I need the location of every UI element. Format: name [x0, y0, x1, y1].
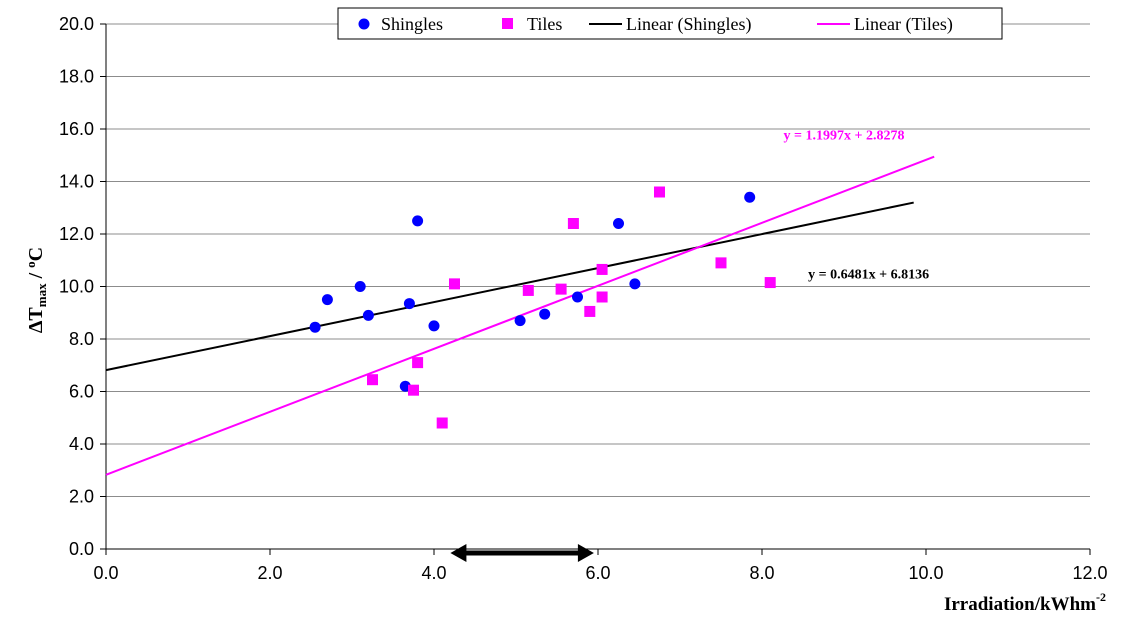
data-point-shingles: [354, 281, 366, 292]
x-tick-label: 12.0: [1072, 563, 1107, 583]
legend-shingles-label: Shingles: [381, 14, 443, 34]
legend-linear-shingles-label: Linear (Shingles): [626, 14, 751, 35]
data-point-tiles: [596, 263, 608, 275]
y-axis-title-sub: max: [34, 283, 49, 307]
data-point-shingles: [613, 218, 624, 229]
y-axis-title-unit: C: [25, 247, 47, 261]
x-axis-title-sup: -2: [1096, 590, 1106, 604]
trendline-equation-shingles: y = 0.6481x + 6.8136: [808, 268, 929, 283]
y-tick-label: 0.0: [69, 539, 94, 559]
y-tick-labels: 0.0 2.0 4.0 6.0 8.0 10.0 12.0 14.0 16.0 18.0 20.0: [59, 14, 94, 559]
data-point-tiles: [412, 357, 424, 369]
x-axis-title-main: Irradiation/kWhm: [944, 594, 1096, 615]
data-point-tiles: [596, 291, 608, 303]
data-point-shingles: [744, 191, 756, 203]
data-point-tiles: [654, 186, 665, 198]
legend-box: [337, 7, 1003, 40]
range-arrow-right-head: [577, 544, 594, 562]
data-point-tiles: [764, 277, 776, 289]
svg-text:ΔTmax / oC: ΔTmax / oC: [23, 247, 49, 333]
data-point-shingles: [428, 320, 440, 332]
data-point-shingles: [629, 278, 641, 290]
y-axis-title-degree: o: [23, 261, 38, 268]
x-axis-title: Irradiation/kWhm-2: [944, 590, 1106, 615]
data-point-tiles: [408, 384, 419, 396]
legend-shingles-marker: [358, 18, 370, 30]
data-point-tiles: [584, 305, 596, 317]
trendline-equations: y = 0.6481x + 6.8136 y = 1.1997x + 2.8278: [784, 129, 930, 283]
data-point-tiles: [555, 283, 567, 295]
y-tick-label: 8.0: [69, 329, 94, 349]
x-tick-label: 10.0: [908, 563, 943, 583]
range-arrow-left-head: [450, 544, 467, 562]
data-point-tiles: [436, 417, 448, 429]
data-point-shingles: [362, 309, 374, 321]
trendline-equation-tiles: y = 1.1997x + 2.8278: [784, 129, 905, 144]
y-tick-label: 2.0: [69, 487, 94, 507]
legend-tiles-marker: [502, 18, 513, 29]
legend-tiles-label: Tiles: [527, 14, 562, 34]
data-point-shingles: [572, 291, 583, 303]
x-tick-label: 4.0: [421, 563, 446, 583]
data-point-shingles: [412, 215, 424, 227]
x-tick-label: 0.0: [93, 563, 118, 583]
range-arrow: [450, 544, 594, 562]
data-point-shingles: [539, 308, 551, 320]
y-tick-label: 18.0: [59, 67, 94, 87]
x-tick-label: 8.0: [749, 563, 774, 583]
y-axis-title-delta: ΔT: [25, 307, 47, 334]
y-tick-label: 4.0: [69, 434, 94, 454]
data-point-tiles: [715, 257, 727, 269]
data-point-tiles: [449, 278, 460, 290]
data-point-tiles: [522, 284, 534, 296]
y-tick-label: 20.0: [59, 14, 94, 34]
x-tick-label: 2.0: [257, 563, 282, 583]
legend-linear-tiles-label: Linear (Tiles): [854, 14, 953, 35]
x-tick-labels: 0.0 2.0 4.0 6.0 8.0 10.0 12.0: [93, 563, 1107, 583]
data-point-shingles: [309, 321, 321, 333]
legend: Shingles Tiles Linear (Shingles) Linear …: [337, 7, 1003, 40]
axes: [100, 23, 1091, 555]
x-tick-label: 6.0: [585, 563, 610, 583]
y-tick-label: 12.0: [59, 224, 94, 244]
data-point-shingles: [514, 315, 526, 327]
data-point-tiles: [367, 374, 378, 386]
gridlines: [106, 23, 1090, 497]
y-tick-label: 16.0: [59, 119, 94, 139]
y-axis-title-sep: /: [25, 268, 47, 284]
data-point-shingles: [403, 298, 415, 310]
y-tick-label: 14.0: [59, 172, 94, 192]
y-axis-title: ΔTmax / oC: [23, 247, 49, 333]
y-tick-label: 6.0: [69, 382, 94, 402]
data-point-shingles: [321, 294, 333, 306]
data-point-tiles: [567, 218, 579, 229]
trendline-shingles: [105, 201, 914, 372]
data-markers: [309, 186, 776, 429]
y-tick-label: 10.0: [59, 277, 94, 297]
